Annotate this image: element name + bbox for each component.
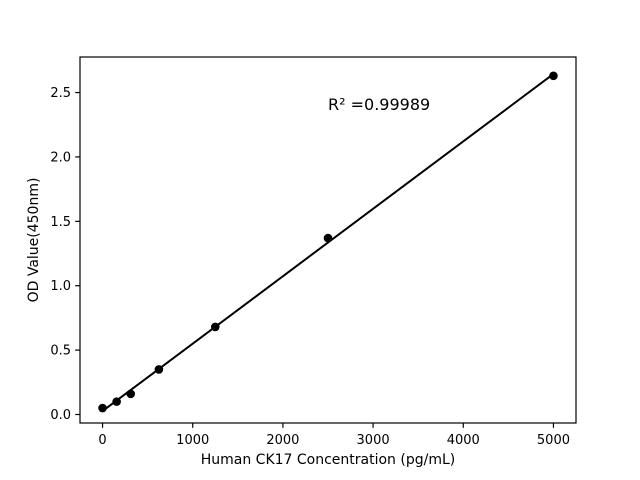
data-point	[323, 233, 333, 243]
data-point	[126, 389, 136, 399]
y-tick-label: 1.0	[50, 279, 71, 294]
data-point	[549, 71, 558, 81]
x-tick-label: 1000	[176, 433, 209, 448]
x-tick-label: 4000	[447, 433, 480, 448]
data-point	[112, 397, 121, 406]
plot-box	[79, 56, 577, 424]
y-axis-label: OD Value(450nm)	[26, 178, 42, 303]
data-point	[98, 403, 107, 413]
y-tick-label: 2.0	[50, 150, 71, 165]
x-tick-label: 5000	[537, 433, 570, 448]
x-tick-label: 2000	[266, 433, 299, 448]
x-tick-label: 0	[98, 433, 106, 448]
r-squared-annotation: R² =0.99989	[328, 95, 430, 114]
y-tick-label: 0.0	[50, 408, 71, 423]
x-axis-label: Human CK17 Concentration (pg/mL)	[201, 452, 456, 468]
fit-line	[101, 73, 555, 412]
y-tick-label: 2.5	[50, 86, 71, 101]
data-point	[210, 322, 220, 332]
data-point	[154, 365, 164, 374]
y-tick-label: 1.5	[50, 215, 71, 230]
x-tick-label: 3000	[357, 433, 390, 448]
y-tick-label: 0.5	[50, 344, 71, 359]
